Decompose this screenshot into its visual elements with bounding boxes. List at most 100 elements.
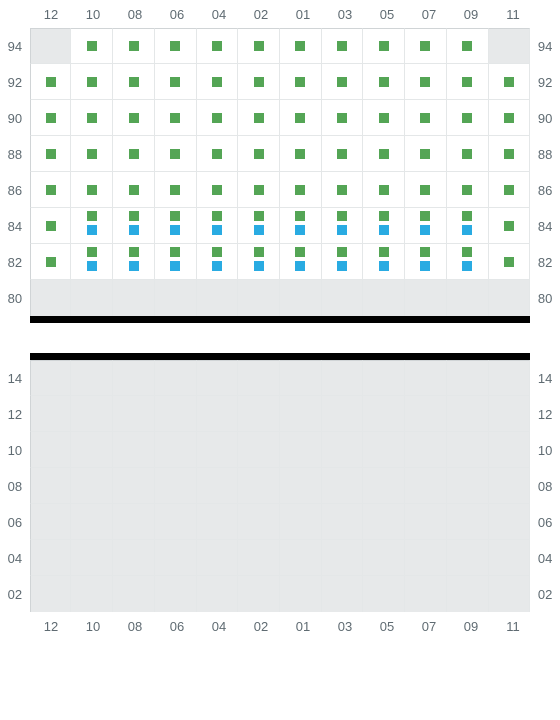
- rack-slot[interactable]: [363, 468, 405, 504]
- rack-slot[interactable]: [71, 244, 113, 280]
- rack-slot[interactable]: [71, 280, 113, 316]
- rack-slot[interactable]: [238, 28, 280, 64]
- rack-slot[interactable]: [322, 244, 364, 280]
- rack-slot[interactable]: [155, 100, 197, 136]
- rack-slot[interactable]: [280, 280, 322, 316]
- rack-slot[interactable]: [363, 136, 405, 172]
- rack-slot[interactable]: [447, 396, 489, 432]
- rack-slot[interactable]: [238, 576, 280, 612]
- rack-slot[interactable]: [322, 208, 364, 244]
- rack-slot[interactable]: [113, 244, 155, 280]
- rack-slot[interactable]: [71, 208, 113, 244]
- rack-slot[interactable]: [405, 540, 447, 576]
- rack-slot[interactable]: [280, 360, 322, 396]
- rack-slot[interactable]: [447, 172, 489, 208]
- rack-slot[interactable]: [489, 432, 531, 468]
- rack-slot[interactable]: [71, 468, 113, 504]
- rack-slot[interactable]: [197, 396, 239, 432]
- rack-slot[interactable]: [113, 100, 155, 136]
- rack-slot[interactable]: [30, 64, 72, 100]
- rack-slot[interactable]: [155, 576, 197, 612]
- rack-slot[interactable]: [322, 100, 364, 136]
- rack-slot[interactable]: [405, 280, 447, 316]
- rack-slot[interactable]: [489, 28, 531, 64]
- rack-slot[interactable]: [363, 100, 405, 136]
- rack-slot[interactable]: [113, 136, 155, 172]
- rack-slot[interactable]: [197, 432, 239, 468]
- rack-slot[interactable]: [197, 360, 239, 396]
- rack-slot[interactable]: [322, 432, 364, 468]
- rack-slot[interactable]: [489, 540, 531, 576]
- rack-slot[interactable]: [71, 28, 113, 64]
- rack-slot[interactable]: [363, 540, 405, 576]
- rack-slot[interactable]: [30, 100, 72, 136]
- rack-slot[interactable]: [197, 208, 239, 244]
- rack-slot[interactable]: [405, 64, 447, 100]
- rack-slot[interactable]: [238, 280, 280, 316]
- rack-slot[interactable]: [71, 432, 113, 468]
- rack-slot[interactable]: [489, 396, 531, 432]
- rack-slot[interactable]: [322, 28, 364, 64]
- rack-slot[interactable]: [489, 100, 531, 136]
- rack-slot[interactable]: [363, 244, 405, 280]
- rack-slot[interactable]: [30, 280, 72, 316]
- rack-slot[interactable]: [405, 208, 447, 244]
- rack-slot[interactable]: [405, 504, 447, 540]
- rack-slot[interactable]: [363, 172, 405, 208]
- rack-slot[interactable]: [30, 136, 72, 172]
- rack-slot[interactable]: [489, 136, 531, 172]
- rack-slot[interactable]: [405, 576, 447, 612]
- rack-slot[interactable]: [322, 280, 364, 316]
- rack-slot[interactable]: [489, 504, 531, 540]
- rack-slot[interactable]: [280, 100, 322, 136]
- rack-slot[interactable]: [238, 540, 280, 576]
- rack-slot[interactable]: [405, 244, 447, 280]
- rack-slot[interactable]: [280, 432, 322, 468]
- rack-slot[interactable]: [280, 576, 322, 612]
- rack-slot[interactable]: [447, 28, 489, 64]
- rack-slot[interactable]: [238, 504, 280, 540]
- rack-slot[interactable]: [447, 64, 489, 100]
- rack-slot[interactable]: [280, 64, 322, 100]
- rack-slot[interactable]: [113, 576, 155, 612]
- rack-slot[interactable]: [113, 540, 155, 576]
- rack-slot[interactable]: [113, 360, 155, 396]
- rack-slot[interactable]: [197, 576, 239, 612]
- rack-slot[interactable]: [113, 280, 155, 316]
- rack-slot[interactable]: [363, 280, 405, 316]
- rack-slot[interactable]: [197, 468, 239, 504]
- rack-slot[interactable]: [363, 576, 405, 612]
- rack-slot[interactable]: [280, 504, 322, 540]
- rack-slot[interactable]: [489, 172, 531, 208]
- rack-slot[interactable]: [280, 540, 322, 576]
- rack-slot[interactable]: [155, 28, 197, 64]
- rack-slot[interactable]: [447, 540, 489, 576]
- rack-slot[interactable]: [155, 504, 197, 540]
- rack-slot[interactable]: [280, 468, 322, 504]
- rack-slot[interactable]: [405, 172, 447, 208]
- rack-slot[interactable]: [489, 360, 531, 396]
- rack-slot[interactable]: [447, 208, 489, 244]
- rack-slot[interactable]: [405, 396, 447, 432]
- rack-slot[interactable]: [71, 100, 113, 136]
- rack-slot[interactable]: [322, 468, 364, 504]
- rack-slot[interactable]: [155, 540, 197, 576]
- rack-slot[interactable]: [197, 244, 239, 280]
- rack-slot[interactable]: [363, 432, 405, 468]
- rack-slot[interactable]: [197, 136, 239, 172]
- rack-slot[interactable]: [363, 360, 405, 396]
- rack-slot[interactable]: [71, 172, 113, 208]
- rack-slot[interactable]: [238, 172, 280, 208]
- rack-slot[interactable]: [447, 360, 489, 396]
- rack-slot[interactable]: [238, 396, 280, 432]
- rack-slot[interactable]: [363, 208, 405, 244]
- rack-slot[interactable]: [30, 360, 72, 396]
- rack-slot[interactable]: [280, 208, 322, 244]
- rack-slot[interactable]: [280, 28, 322, 64]
- rack-slot[interactable]: [197, 100, 239, 136]
- rack-slot[interactable]: [197, 172, 239, 208]
- rack-slot[interactable]: [405, 136, 447, 172]
- rack-slot[interactable]: [113, 172, 155, 208]
- rack-slot[interactable]: [322, 172, 364, 208]
- rack-slot[interactable]: [155, 208, 197, 244]
